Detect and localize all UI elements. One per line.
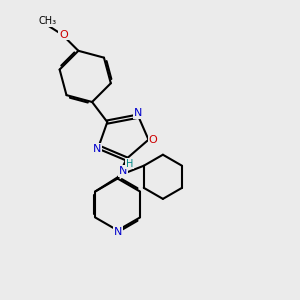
Text: CH₃: CH₃ xyxy=(38,16,56,26)
Text: O: O xyxy=(148,135,157,145)
Text: N: N xyxy=(134,108,142,118)
Text: N: N xyxy=(113,227,122,237)
Text: O: O xyxy=(59,30,68,40)
Text: N: N xyxy=(119,166,127,176)
Text: H: H xyxy=(126,158,133,169)
Text: N: N xyxy=(93,143,101,154)
